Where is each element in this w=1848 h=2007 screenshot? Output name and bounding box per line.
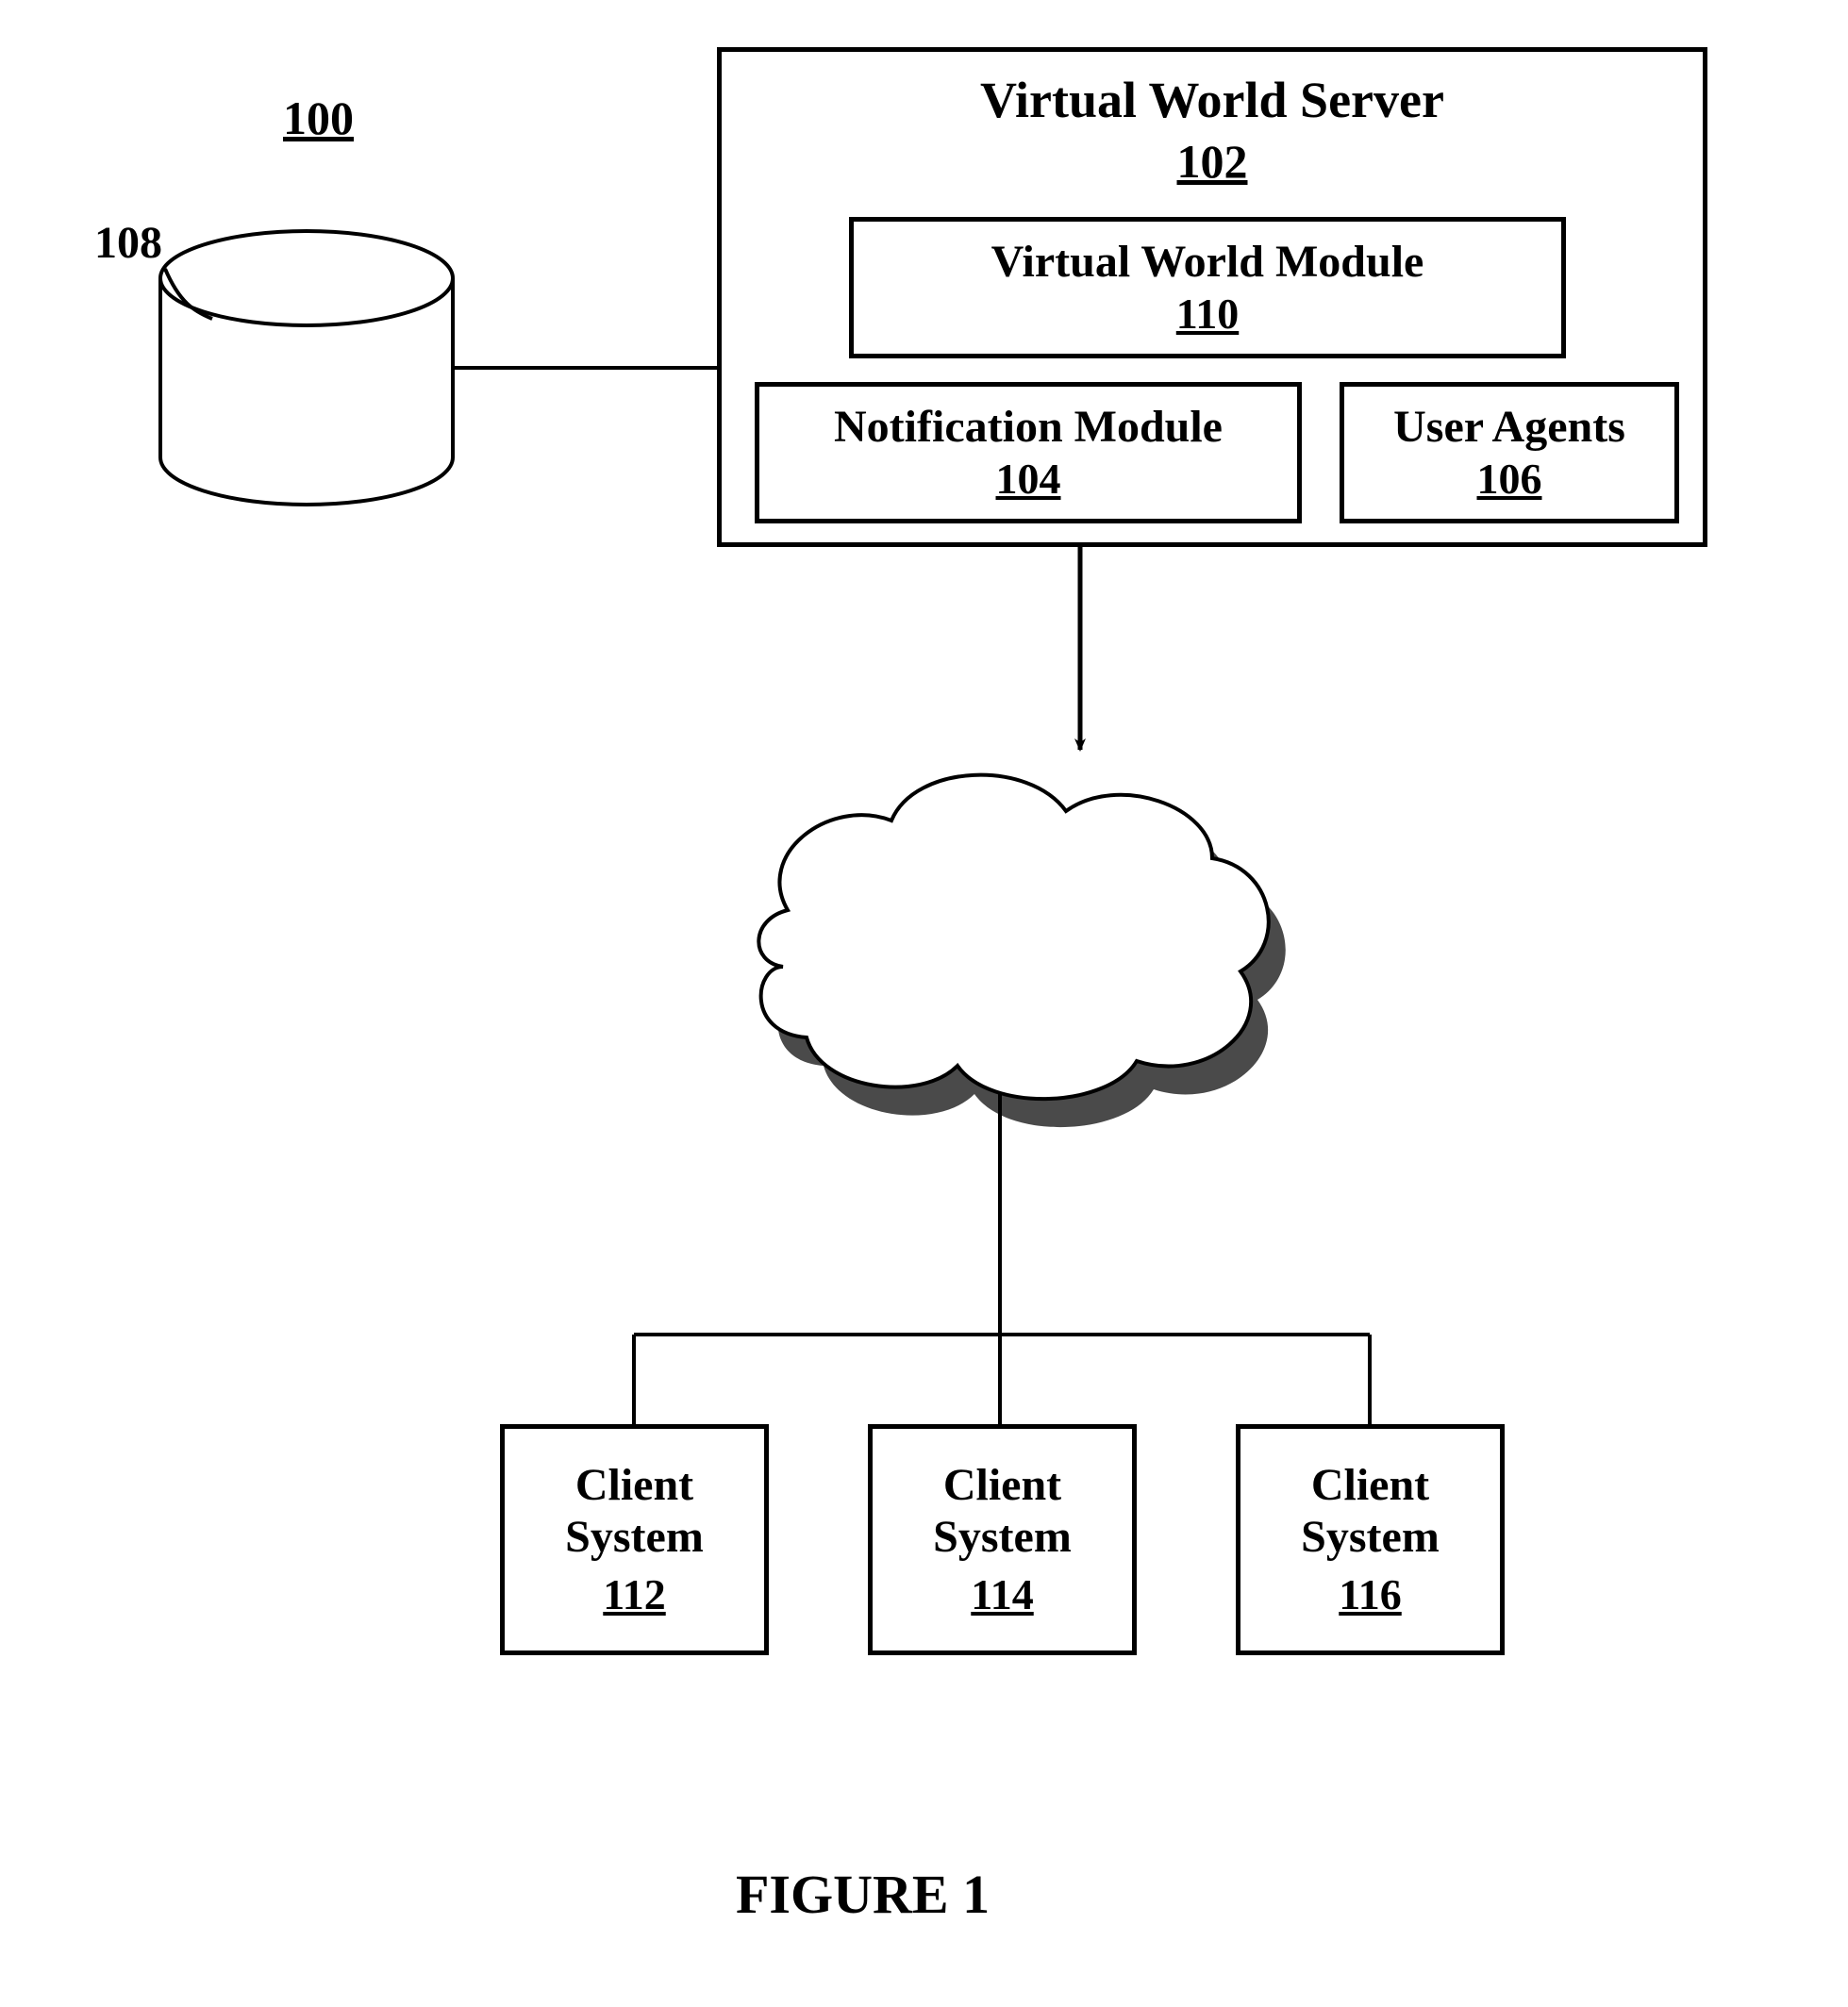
figure-number-100: 100 xyxy=(283,90,354,146)
node-notification-module: Notification Module 104 xyxy=(755,382,1302,523)
client-112-number: 112 xyxy=(603,1568,665,1620)
client-114-number: 114 xyxy=(971,1568,1033,1620)
vw-module-title: Virtual World Module xyxy=(991,236,1424,288)
figure-caption: FIGURE 1 xyxy=(736,1863,990,1926)
cylinder-icon xyxy=(160,231,453,505)
network-number: 120 xyxy=(962,920,1030,974)
node-client-114: Client System 114 xyxy=(868,1424,1137,1655)
client-112-title: Client System xyxy=(565,1459,704,1563)
user-agents-title: User Agents xyxy=(1393,401,1625,453)
notif-module-title: Notification Module xyxy=(834,401,1223,453)
node-vw-module: Virtual World Module 110 xyxy=(849,217,1566,358)
client-116-title: Client System xyxy=(1301,1459,1440,1563)
node-client-116: Client System 116 xyxy=(1236,1424,1505,1655)
network-title: Network xyxy=(906,858,1081,913)
db-number-108: 108 xyxy=(94,217,162,269)
node-user-agents: User Agents 106 xyxy=(1340,382,1679,523)
cloud-shadow-icon xyxy=(775,804,1285,1127)
server-number: 102 xyxy=(1177,133,1248,190)
server-title: Virtual World Server xyxy=(980,71,1444,129)
diagram-stage: 100 108 Virtual World Server 102 Virtual… xyxy=(0,0,1848,2007)
leader-108 xyxy=(165,269,212,319)
node-client-112: Client System 112 xyxy=(500,1424,769,1655)
vw-module-number: 110 xyxy=(1176,288,1239,340)
client-114-title: Client System xyxy=(933,1459,1072,1563)
notif-module-number: 104 xyxy=(996,453,1061,505)
user-agents-number: 106 xyxy=(1477,453,1542,505)
client-116-number: 116 xyxy=(1339,1568,1401,1620)
